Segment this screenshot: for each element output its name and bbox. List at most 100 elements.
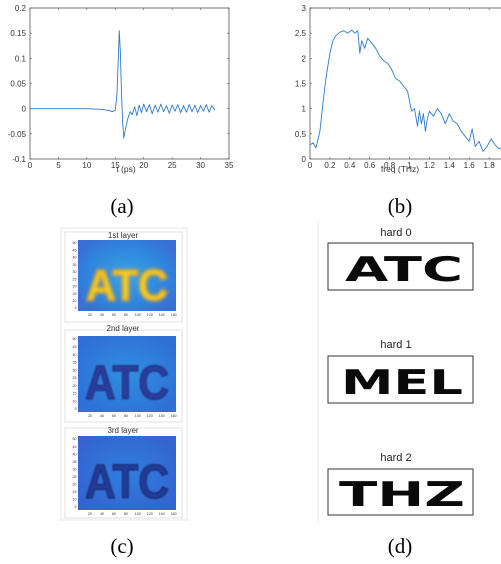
plot-a-xtick-label: 20 [139,161,148,170]
heatmap-ytick-label: 15 [73,392,77,396]
heatmap-xtick-label: 120 [147,414,153,418]
hard-1-image: hard 1 MEL [327,339,474,404]
layer-1-axes: 50 45 40 35 30 25 20 15 10 5 20 40 60 80 100 120 140 160 [73,241,177,317]
plot-b-xtick-label: 1 [407,161,412,170]
plot-a-frame [29,7,230,160]
plot-a-ytick-label: 0.1 [15,54,27,63]
heatmap-xtick-label: 160 [171,512,177,516]
plot-a-ytick-label: -0.1 [12,155,26,164]
heatmap-ytick-label: 30 [73,368,77,372]
layer-1-letters: ATC [85,260,169,311]
plot-b-ytick-label: 0.5 [295,130,307,139]
caption-a: (a) [110,194,133,218]
plot-b-ytick-label: 0 [302,155,307,164]
plot-b-xtick-label: 0.2 [324,161,336,170]
heatmap-ytick-label: 50 [73,241,77,245]
hard-0-frame [327,242,474,291]
heatmap-xtick-label: 160 [171,414,177,418]
layer-3-letters: ATC [85,456,170,510]
layer-3-text: ATC [85,456,169,509]
heatmap-xtick-label: 20 [88,414,92,418]
heatmap-ytick-label: 10 [73,399,77,403]
plot-b-series [309,29,501,152]
layer-1-title: 1st layer [108,231,139,240]
plot-b-ytick-label: 2.5 [295,29,307,38]
heatmap-ytick-label: 50 [73,337,77,341]
heatmap-xtick-label: 40 [100,313,104,317]
hard-1-label: hard 1 [380,339,411,351]
plot-b-frame [309,7,501,160]
layer-1-image [78,240,176,311]
caption-d: (d) [388,534,413,558]
plot-b-ytick-label: 1 [302,105,307,114]
heatmap-xtick-label: 80 [124,414,128,418]
heatmap-xtick-label: 100 [135,414,141,418]
heatmap-xtick-label: 100 [135,512,141,516]
heatmap-ytick-label: 5 [75,505,77,509]
heatmap-ytick-label: 35 [73,263,77,267]
heatmap-ytick-label: 5 [75,306,77,310]
heatmap-ytick-label: 5 [75,407,77,411]
heatmap-ytick-label: 35 [73,361,77,365]
plot-a-ytick-label: -0.05 [8,130,27,139]
heatmap-xtick-label: 60 [112,414,116,418]
heatmap-ytick-label: 35 [73,460,77,464]
heatmap-ytick-label: 10 [73,498,77,502]
plot-a-ticks: 0 5 10 15 20 25 30 35 0.2 0.15 0.1 0.05 0 -0.05 -0.1 [8,4,234,170]
heatmap-ytick-label: 45 [73,248,77,252]
plot-a-xtick-label: 0 [28,161,33,170]
heatmap-ytick-label: 25 [73,277,77,281]
heatmap-xtick-label: 160 [171,313,177,317]
heatmap-xtick-label: 140 [159,414,165,418]
heatmap-xtick-label: 120 [147,512,153,516]
layer-2-image [78,336,176,412]
hard-2-word: THZ [339,475,465,515]
plot-a-xtick-label: 15 [111,161,120,170]
heatmap-ytick-label: 15 [73,490,77,494]
hard-2-label: hard 2 [380,452,411,464]
heatmap-ytick-label: 40 [73,353,77,357]
panel-a-chart: 0 5 10 15 20 25 30 35 0.2 0.15 0.1 0.05 0 -0.05 -0.1 t… [8,4,234,174]
plot-a-ytick-label: 0.05 [10,80,26,89]
layer-2-heatmap: 2nd layer ATC 50 45 40 35 30 25 20 15 10 5 20 40 60 8… [64,324,183,423]
heatmap-xtick-label: 40 [100,512,104,516]
plot-b-ytick-label: 2 [302,54,307,63]
heatmap-xtick-label: 20 [88,313,92,317]
heatmap-ytick-label: 45 [73,345,77,349]
plot-a-xtick-label: 35 [225,161,234,170]
plot-b-ytick-label: 1.5 [295,80,307,89]
hard-2-image: hard 2 THZ [327,452,474,516]
plot-a-series [30,30,216,139]
layer-3-heatmap: 3rd layer ATC 50 45 40 35 30 25 20 15 10 5 20 40 60 8… [64,426,183,519]
hard-1-frame [327,355,474,404]
hard-1-word: MEL [341,363,463,403]
plot-b-xtick-label: 0 [308,161,313,170]
layer-2-axes: 50 45 40 35 30 25 20 15 10 5 20 40 60 80 100 120 140 160 [73,337,177,418]
plot-b-xtick-label: 0.8 [384,161,396,170]
plot-a-xtick-label: 10 [82,161,91,170]
heatmap-xtick-label: 80 [124,313,128,317]
plot-a-xlabel: t (ps) [116,164,136,174]
plot-b-xlabel: freq (THz) [381,164,419,174]
heatmap-xtick-label: 20 [88,512,92,516]
plot-a-ytick-label: 0.15 [10,29,26,38]
heatmap-ytick-label: 30 [73,467,77,471]
caption-c: (c) [110,534,133,558]
heatmap-xtick-label: 120 [147,313,153,317]
layer-3-title: 3rd layer [107,426,138,435]
hard-0-word: ATC [345,250,463,290]
layer-1-heatmap: 1st layer ATC 50 45 40 35 30 25 20 15 10 5 20 40 60 8… [64,231,183,323]
layer-3-image [78,436,176,510]
plot-a-ytick-label: 0.2 [15,4,27,13]
heatmap-xtick-label: 140 [159,313,165,317]
heatmap-ytick-label: 40 [73,256,77,260]
layer-2-text: ATC [85,357,169,410]
heatmap-ytick-label: 40 [73,452,77,456]
plot-b-ticks: 00.20.40.60.811.21.41.61.8232.521.510.50 [295,4,495,170]
heatmap-xtick-label: 60 [112,313,116,317]
heatmap-xtick-label: 80 [124,512,128,516]
layer-3-axes: 50 45 40 35 30 25 20 15 10 5 20 40 60 80 100 120 140 160 [73,437,177,516]
heatmap-ytick-label: 45 [73,445,77,449]
heatmap-ytick-label: 25 [73,376,77,380]
layer-2-title: 2nd layer [107,324,140,333]
